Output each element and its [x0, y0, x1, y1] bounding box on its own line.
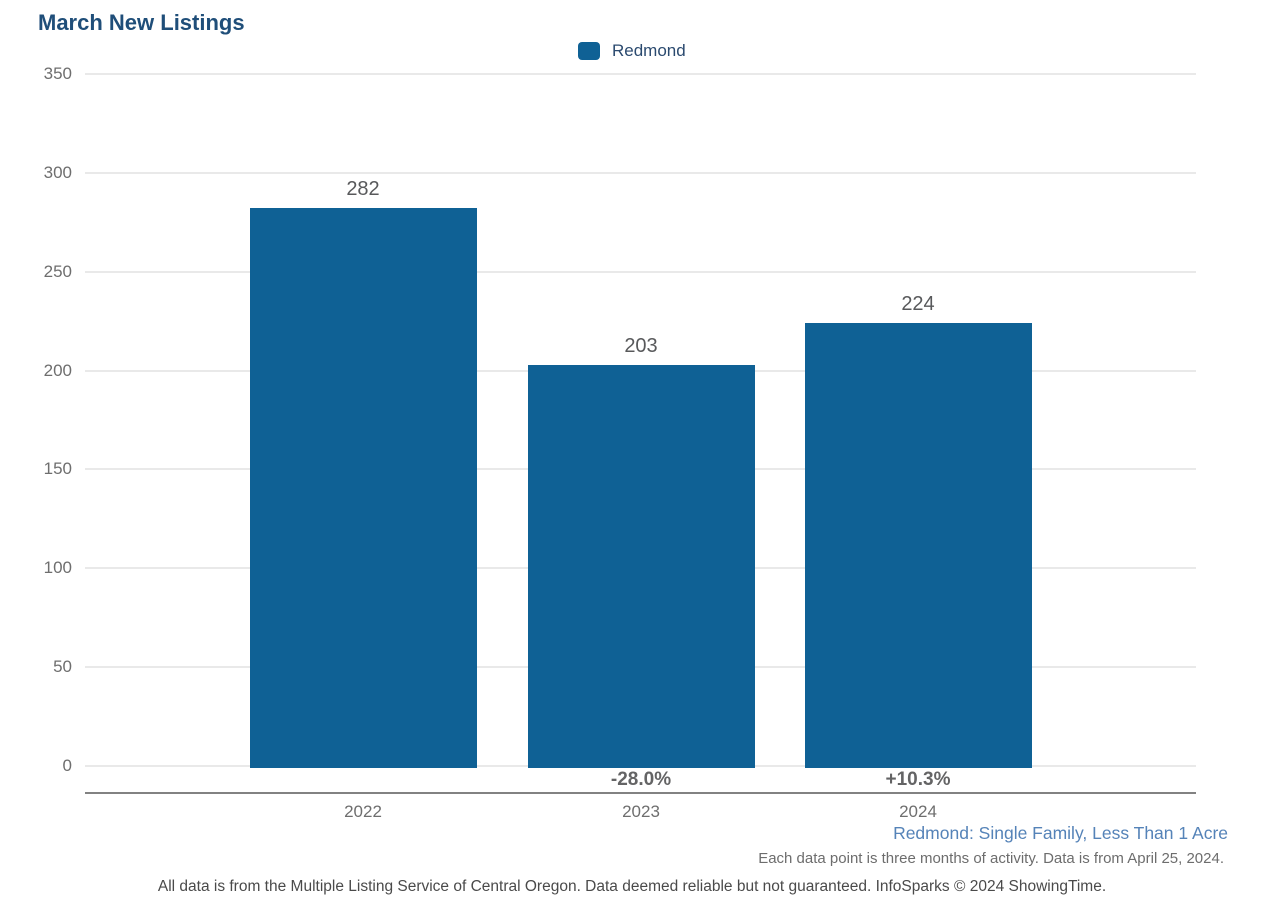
gridline-300 [85, 171, 1196, 174]
legend-item-redmond[interactable]: Redmond [578, 41, 686, 61]
y-axis-tick-100: 100 [43, 558, 72, 578]
x-axis-line [85, 792, 1196, 794]
pct-change-2024: +10.3% [885, 769, 951, 790]
bar-value-2022: 282 [346, 178, 380, 201]
x-axis-label-2022: 2022 [344, 802, 382, 821]
bar-2024[interactable] [804, 323, 1032, 768]
y-axis-tick-250: 250 [43, 261, 72, 281]
gridline-350 [85, 73, 1196, 75]
series-subtitle: Redmond: Single Family, Less Than 1 Acre [893, 823, 1228, 843]
y-axis-tick-150: 150 [43, 459, 72, 479]
x-axis-label-2023: 2023 [622, 802, 660, 821]
x-axis-label-2024: 2024 [899, 802, 937, 821]
chart-title: March New Listings [38, 10, 245, 35]
legend-swatch-icon[interactable] [578, 42, 600, 60]
y-axis-tick-0: 0 [62, 756, 72, 775]
bar-value-2024: 224 [901, 293, 935, 316]
pct-change-2023: -28.0% [610, 769, 672, 790]
disclaimer-text: All data is from the Multiple Listing Se… [157, 878, 1107, 895]
bar-2022[interactable] [249, 208, 477, 768]
data-note: Each data point is three months of activ… [758, 850, 1224, 867]
legend-label: Redmond [612, 41, 686, 60]
bar-value-2023: 203 [624, 334, 658, 357]
gridline-250 [85, 270, 1196, 273]
y-axis-tick-350: 350 [43, 64, 72, 83]
y-axis-tick-50: 50 [53, 657, 72, 677]
y-axis-tick-300: 300 [43, 162, 72, 182]
bar-2023[interactable] [527, 364, 755, 768]
y-axis-tick-200: 200 [43, 360, 72, 380]
